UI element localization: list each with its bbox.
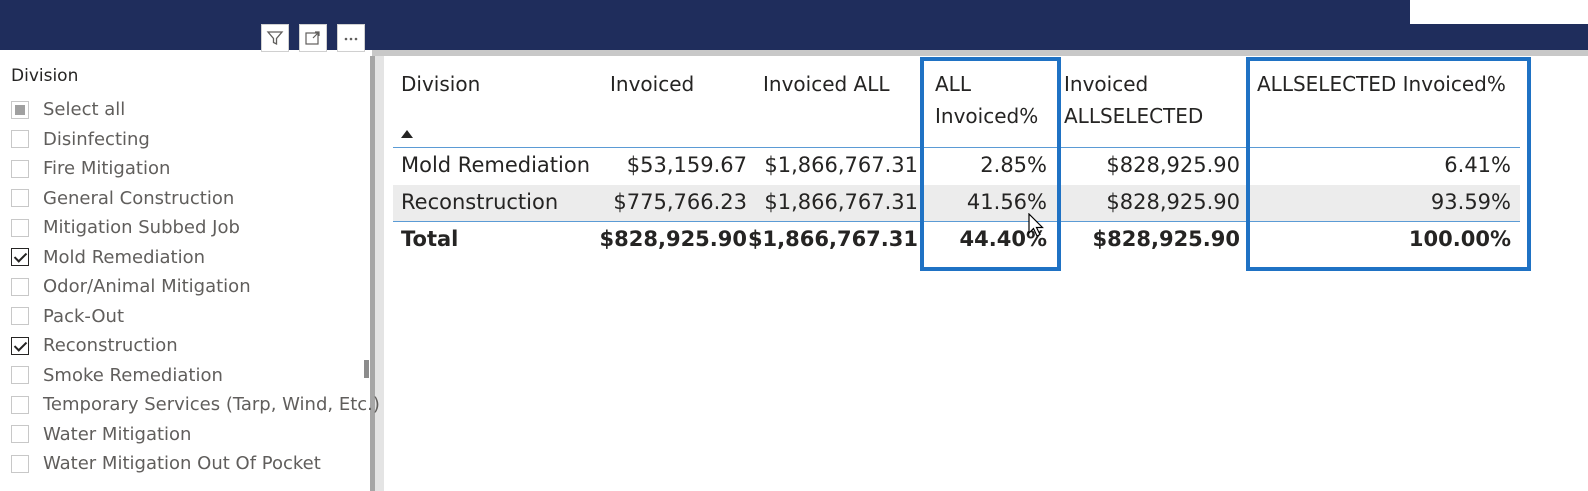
header-rule: [393, 147, 1520, 148]
checkbox[interactable]: [11, 425, 29, 444]
table-cell[interactable]: 93.59%: [1430, 190, 1511, 214]
slicer-item-label: Reconstruction: [43, 335, 178, 357]
header-allselected-invoiced-pct[interactable]: ALLSELECTED Invoiced%: [1257, 72, 1506, 96]
checkbox[interactable]: [11, 395, 29, 414]
highlight-box-allselected-pct: [1246, 57, 1531, 271]
checkbox[interactable]: [11, 130, 29, 149]
row-highlight: [393, 185, 1520, 221]
header-invoiced-allselected-line2[interactable]: ALLSELECTED: [1064, 104, 1204, 128]
slicer-scrollbar[interactable]: [364, 360, 369, 378]
checkbox[interactable]: [11, 100, 29, 119]
table-cell[interactable]: 2.85%: [980, 153, 1047, 177]
total-cell[interactable]: 100.00%: [1408, 227, 1511, 251]
slicer-item[interactable]: Temporary Services (Tarp, Wind, Etc.): [11, 390, 380, 420]
table-cell[interactable]: $828,925.90: [1106, 190, 1240, 214]
total-cell[interactable]: $1,866,767.31: [747, 227, 918, 251]
slicer-item[interactable]: Pack-Out: [11, 302, 380, 332]
slicer-item-label: Temporary Services (Tarp, Wind, Etc.): [43, 394, 380, 416]
slicer-item-label: Odor/Animal Mitigation: [43, 276, 251, 298]
slicer-item-label: General Construction: [43, 187, 235, 209]
checkbox[interactable]: [11, 277, 29, 296]
slicer-item-label: Water Mitigation Out Of Pocket: [43, 453, 321, 475]
table-cell[interactable]: $828,925.90: [1106, 153, 1240, 177]
slicer-item-label: Disinfecting: [43, 128, 150, 150]
header-all-invoiced-pct-line1[interactable]: ALL: [935, 72, 971, 96]
slicer-list: Select all Disinfecting Fire Mitigation Gen…: [11, 95, 380, 479]
table-cell[interactable]: Reconstruction: [401, 190, 559, 214]
slicer-item[interactable]: Reconstruction: [11, 331, 380, 361]
division-slicer: [0, 56, 370, 491]
total-cell[interactable]: 44.40%: [959, 227, 1047, 251]
slicer-item-label: Smoke Remediation: [43, 364, 223, 386]
total-rule: [393, 221, 1520, 222]
header-division[interactable]: Division: [401, 72, 481, 96]
highlight-box-all-pct: [920, 57, 1061, 271]
table-cell[interactable]: $775,766.23: [613, 190, 747, 214]
slicer-item[interactable]: Odor/Animal Mitigation: [11, 272, 380, 302]
slicer-divider: [370, 56, 384, 491]
report-top-bar: [0, 0, 1588, 50]
table-cell[interactable]: $53,159.67: [626, 153, 747, 177]
slicer-item[interactable]: Water Mitigation Out Of Pocket: [11, 449, 380, 479]
slicer-item[interactable]: Fire Mitigation: [11, 154, 380, 184]
slicer-item-label: Pack-Out: [43, 305, 125, 327]
total-cell[interactable]: $828,925.90: [599, 227, 747, 251]
filter-icon[interactable]: [261, 24, 289, 52]
slicer-item-label: Mold Remediation: [43, 246, 206, 268]
top-right-panel: [1410, 0, 1588, 24]
slicer-item-label: Mitigation Subbed Job: [43, 217, 240, 239]
total-label: Total: [401, 227, 459, 251]
slicer-item-label: Water Mitigation: [43, 423, 192, 445]
visual-top-border: [372, 50, 1588, 56]
header-invoiced-allselected-line1[interactable]: Invoiced: [1064, 72, 1149, 96]
header-invoiced-all[interactable]: Invoiced ALL: [763, 72, 890, 96]
table-cell[interactable]: Mold Remediation: [401, 153, 591, 177]
more-options-icon[interactable]: [337, 24, 365, 52]
slicer-item[interactable]: Water Mitigation: [11, 420, 380, 450]
slicer-item[interactable]: Smoke Remediation: [11, 361, 380, 391]
checkbox[interactable]: [11, 248, 29, 267]
slicer-item[interactable]: General Construction: [11, 184, 380, 214]
checkbox[interactable]: [11, 159, 29, 178]
table-cell[interactable]: $1,866,767.31: [764, 190, 918, 214]
sort-ascending-icon[interactable]: [401, 130, 413, 138]
checkbox[interactable]: [11, 454, 29, 473]
checkbox[interactable]: [11, 366, 29, 385]
slicer-item[interactable]: Mitigation Subbed Job: [11, 213, 380, 243]
focus-mode-icon[interactable]: [299, 24, 327, 52]
slicer-title: Division: [11, 66, 79, 86]
total-cell[interactable]: $828,925.90: [1092, 227, 1240, 251]
slicer-item[interactable]: Mold Remediation: [11, 243, 380, 273]
slicer-item-label: Fire Mitigation: [43, 158, 171, 180]
checkbox[interactable]: [11, 189, 29, 208]
checkbox[interactable]: [11, 307, 29, 326]
mouse-cursor-icon: [1028, 213, 1044, 237]
table-cell[interactable]: 41.56%: [966, 190, 1047, 214]
checkbox[interactable]: [11, 218, 29, 237]
table-cell[interactable]: 6.41%: [1444, 153, 1511, 177]
slicer-item-label: Select all: [43, 99, 126, 121]
slicer-item[interactable]: Disinfecting: [11, 125, 380, 155]
header-all-invoiced-pct-line2[interactable]: Invoiced%: [935, 104, 1039, 128]
slicer-item[interactable]: Select all: [11, 95, 380, 125]
table-cell[interactable]: $1,866,767.31: [764, 153, 918, 177]
header-invoiced[interactable]: Invoiced: [610, 72, 695, 96]
checkbox[interactable]: [11, 336, 29, 355]
